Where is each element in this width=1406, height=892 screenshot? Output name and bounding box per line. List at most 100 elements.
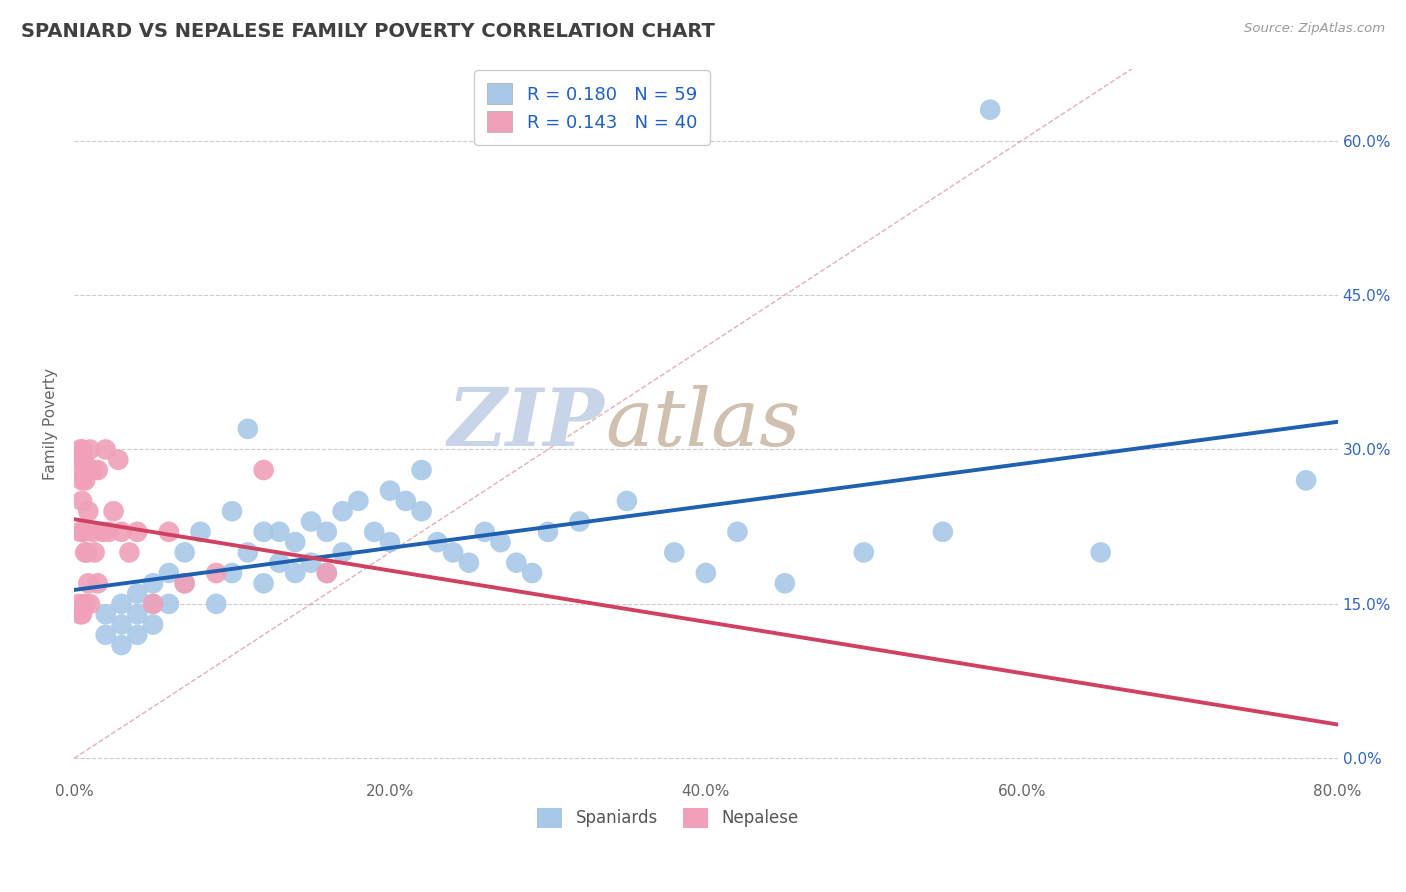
Point (142, 576, 165, 591)
Point (236, 545, 259, 559)
Point (142, 617, 165, 632)
Point (67, 597, 90, 611)
Text: ZIP: ZIP (449, 385, 605, 462)
Point (110, 597, 132, 611)
Point (727, 524, 749, 539)
Point (91, 524, 114, 539)
Point (103, 504, 125, 518)
Point (77, 576, 100, 591)
Point (520, 566, 543, 580)
Point (332, 504, 354, 518)
Point (221, 504, 243, 518)
Point (458, 556, 481, 570)
Point (363, 524, 385, 539)
Point (489, 535, 512, 549)
Point (1295, 474, 1317, 488)
Point (94, 607, 117, 622)
Point (474, 524, 496, 539)
Point (70, 474, 93, 488)
Point (252, 463, 274, 477)
Point (299, 515, 322, 529)
Point (347, 494, 370, 508)
Legend: Spaniards, Nepalese: Spaniards, Nepalese (530, 801, 806, 835)
Point (70, 494, 93, 508)
Point (142, 597, 165, 611)
Point (568, 515, 591, 529)
Point (142, 597, 165, 611)
Point (284, 535, 307, 549)
Point (315, 566, 337, 580)
Point (87, 576, 110, 591)
Point (118, 545, 141, 559)
Point (157, 566, 180, 580)
Point (157, 597, 180, 611)
Point (395, 494, 418, 508)
Point (378, 535, 401, 549)
Point (67, 463, 90, 477)
Point (441, 545, 464, 559)
Point (315, 524, 337, 539)
Point (110, 638, 132, 652)
Point (79, 597, 101, 611)
Point (69, 524, 91, 539)
Y-axis label: Family Poverty: Family Poverty (44, 368, 58, 480)
Point (97, 524, 120, 539)
Point (252, 576, 274, 591)
Point (616, 494, 638, 508)
Point (695, 566, 717, 580)
Point (221, 566, 243, 580)
Point (127, 586, 149, 600)
Text: Source: ZipAtlas.com: Source: ZipAtlas.com (1244, 22, 1385, 36)
Point (505, 556, 527, 570)
Point (94, 442, 117, 457)
Point (205, 566, 228, 580)
Point (127, 628, 149, 642)
Point (72, 524, 94, 539)
Point (773, 576, 796, 591)
Point (932, 524, 955, 539)
Point (252, 524, 274, 539)
Point (1090, 545, 1112, 559)
Point (82, 524, 104, 539)
Point (94, 628, 117, 642)
Point (378, 483, 401, 498)
Point (76, 463, 98, 477)
Point (127, 524, 149, 539)
Point (537, 524, 560, 539)
Point (70, 442, 93, 457)
Point (79, 442, 101, 457)
Text: atlas: atlas (605, 385, 800, 462)
Point (127, 607, 149, 622)
Point (67, 452, 90, 467)
Point (411, 463, 433, 477)
Point (69, 607, 91, 622)
Point (76, 545, 98, 559)
Point (426, 535, 449, 549)
Point (83, 545, 105, 559)
Point (269, 556, 291, 570)
Point (411, 504, 433, 518)
Point (75, 474, 97, 488)
Point (269, 524, 291, 539)
Point (315, 566, 337, 580)
Point (190, 524, 212, 539)
Point (299, 556, 322, 570)
Point (72, 452, 94, 467)
Point (75, 597, 97, 611)
Point (173, 576, 195, 591)
Point (87, 463, 110, 477)
Text: SPANIARD VS NEPALESE FAMILY POVERTY CORRELATION CHART: SPANIARD VS NEPALESE FAMILY POVERTY CORR… (21, 22, 716, 41)
Point (110, 617, 132, 632)
Point (173, 545, 195, 559)
Point (110, 524, 132, 539)
Point (77, 504, 100, 518)
Point (107, 452, 129, 467)
Point (82, 463, 104, 477)
Point (332, 545, 354, 559)
Point (284, 566, 307, 580)
Point (852, 545, 875, 559)
Point (236, 422, 259, 436)
Point (979, 103, 1001, 117)
Point (173, 576, 195, 591)
Point (70, 607, 93, 622)
